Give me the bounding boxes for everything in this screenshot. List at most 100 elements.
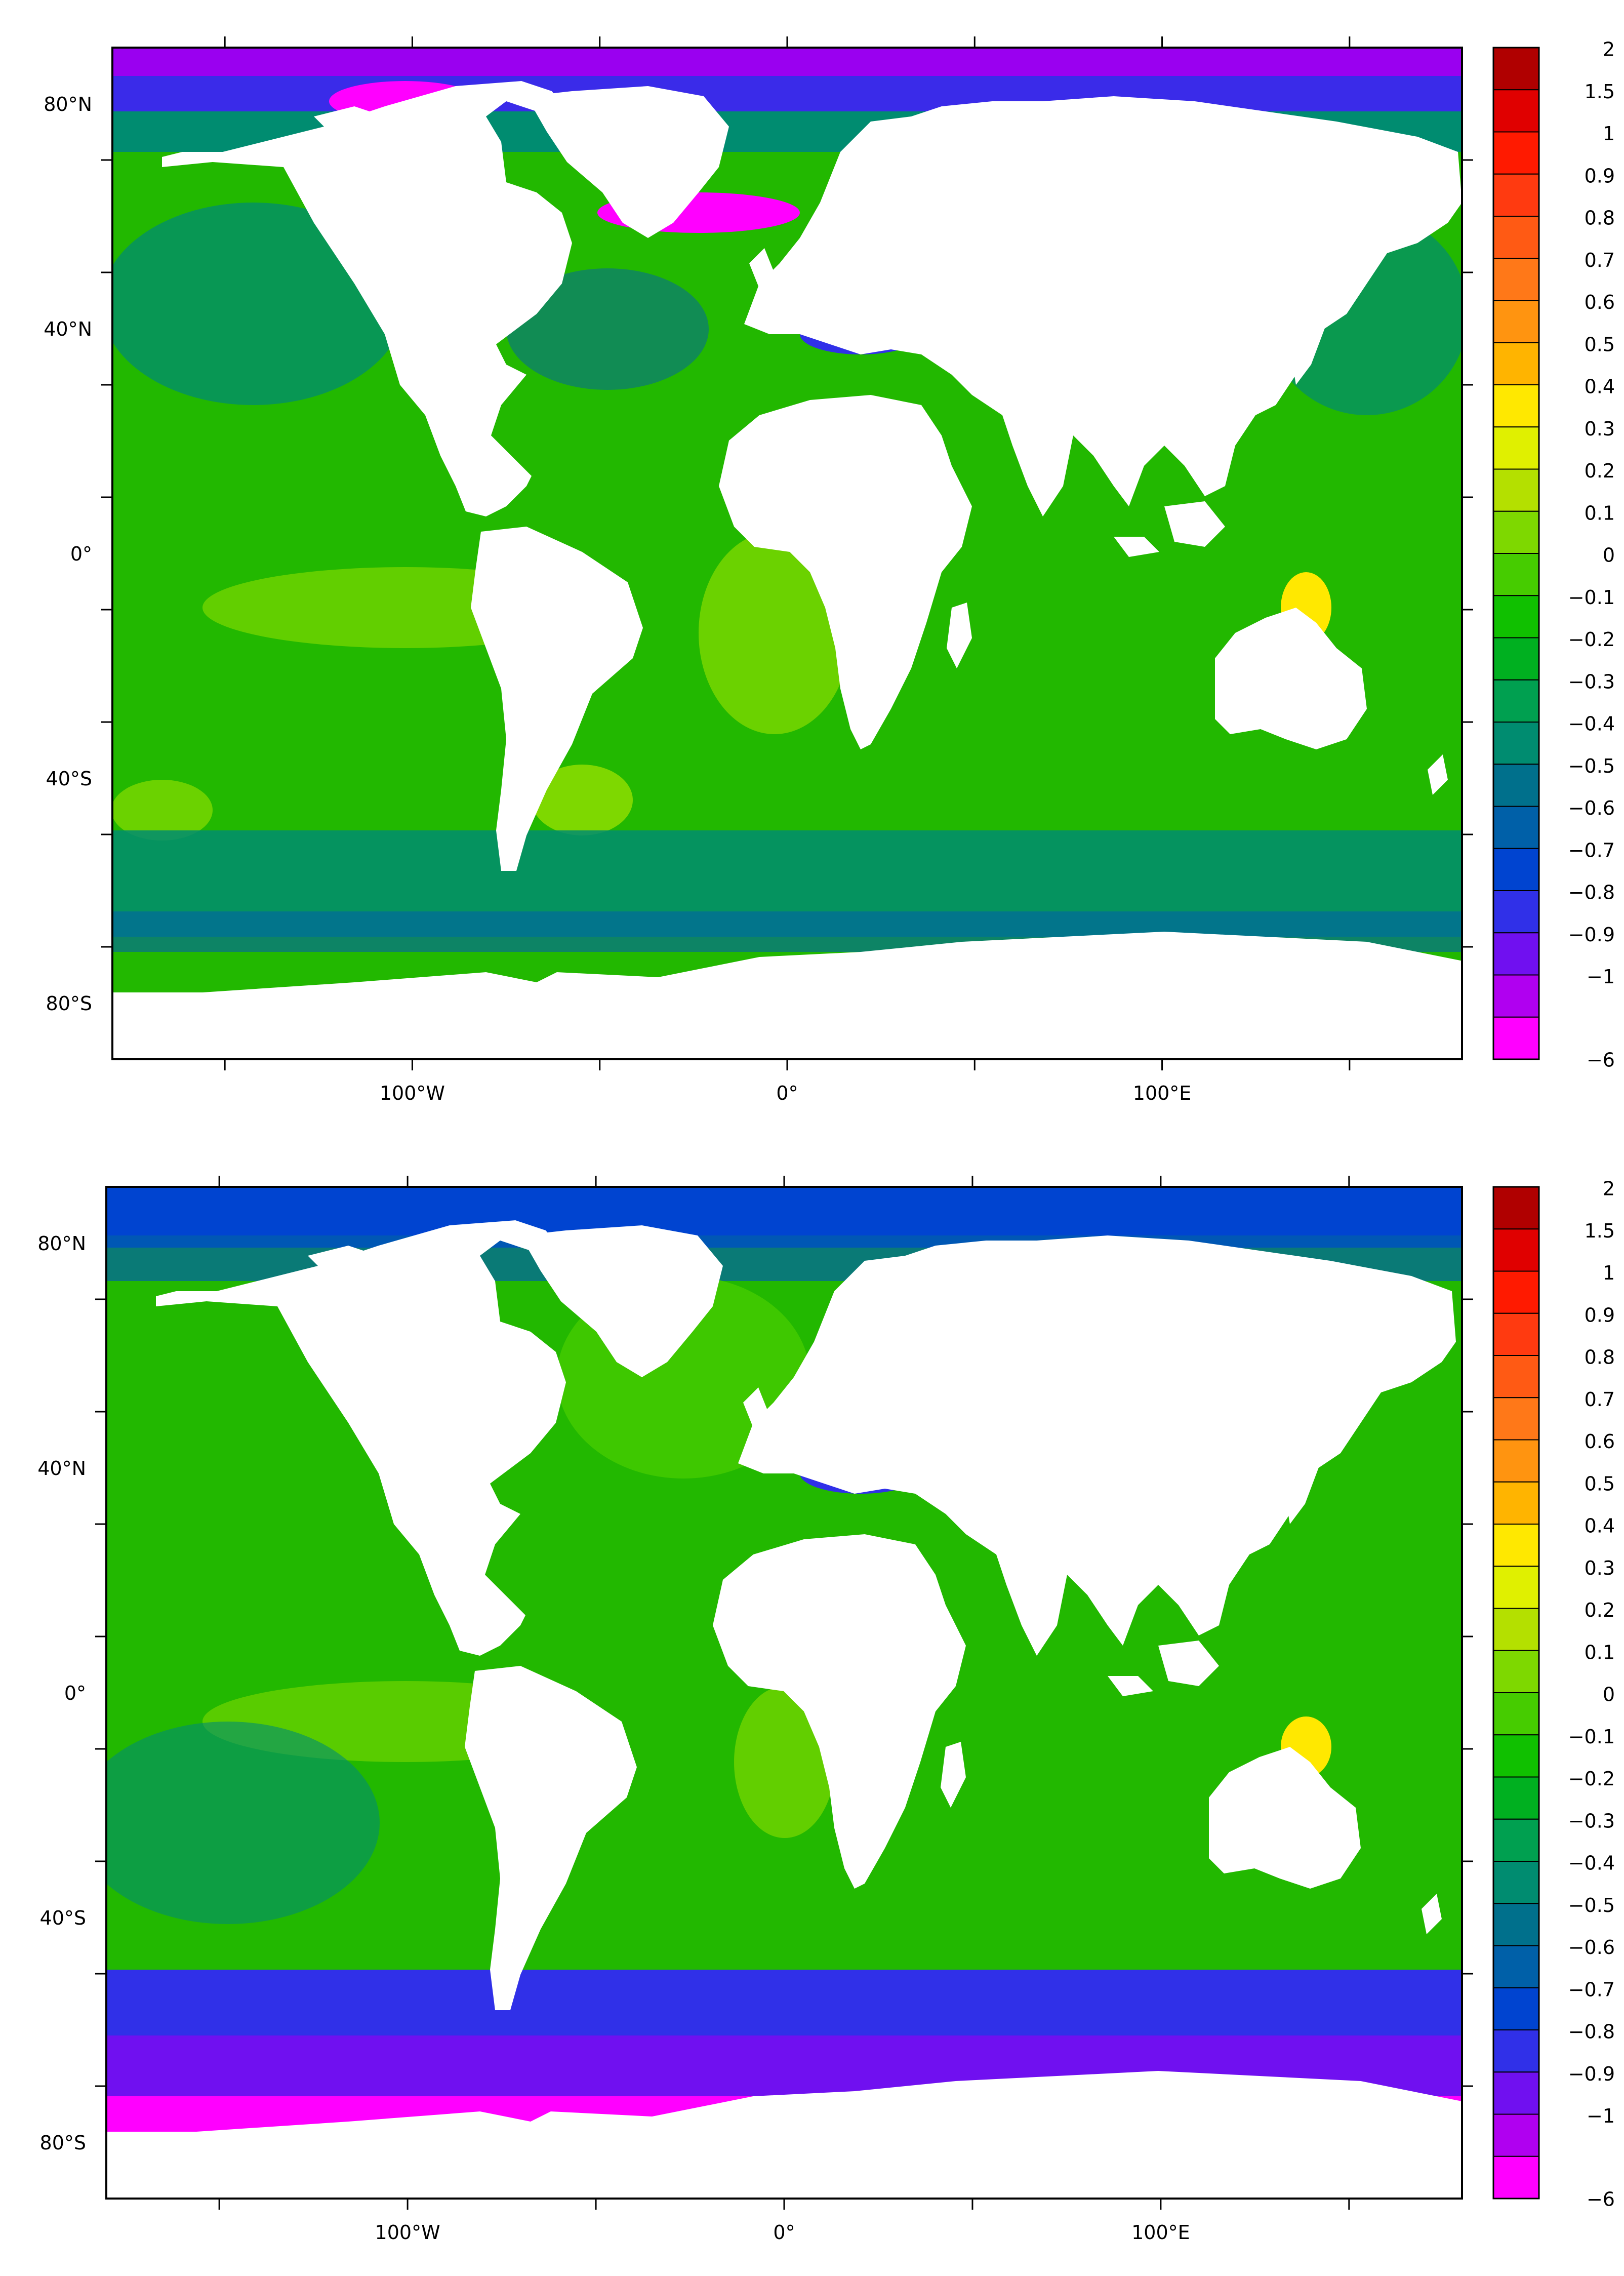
- colorbar-swatch: [1493, 932, 1539, 976]
- lat-label: 40°S: [40, 1907, 86, 1929]
- colorbar-swatch: [1493, 258, 1539, 301]
- colorbar-swatch: [1493, 974, 1539, 1018]
- colorbar-swatch: [1493, 384, 1539, 428]
- colorbar-swatch: [1493, 1734, 1539, 1778]
- colorbar-swatch: [1493, 468, 1539, 512]
- colorbar-label: 2: [1603, 38, 1615, 61]
- colorbar-swatch: [1493, 2071, 1539, 2115]
- colorbar-swatch: [1493, 764, 1539, 807]
- lat-label: 80°N: [37, 1232, 86, 1255]
- colorbar-swatch: [1493, 1861, 1539, 1904]
- colorbar-label: 0.6: [1585, 1430, 1615, 1453]
- lat-label: 40°N: [44, 318, 92, 340]
- colorbar-label: −0.4: [1568, 1852, 1615, 1874]
- lat-label: 0°: [70, 543, 92, 565]
- colorbar-label: 0: [1603, 1684, 1615, 1706]
- colorbar-label: 0.8: [1585, 1346, 1615, 1369]
- colorbar-label: 1.5: [1585, 1220, 1615, 1242]
- colorbar-label: −1: [1587, 966, 1615, 988]
- colorbar-label: −0.6: [1568, 797, 1615, 819]
- colorbar-label: 0.2: [1585, 460, 1615, 482]
- colorbar-swatch: [1493, 1186, 1539, 1230]
- colorbar-swatch: [1493, 2029, 1539, 2073]
- colorbar-label: −0.8: [1568, 2021, 1615, 2043]
- colorbar-top: 2 1.5 1 0.9 0.8 0.7 0.6 0.5 0.4 0.3 0.2 0.1 0 −0.1 −0.…: [1492, 38, 1615, 1071]
- colorbar-swatch: [1493, 1439, 1539, 1483]
- colorbar-label: 1: [1603, 123, 1615, 145]
- lat-label: 80°S: [46, 992, 92, 1015]
- tick-marks-top: [101, 36, 1473, 1070]
- colorbar-label: 0.1: [1585, 1641, 1615, 1663]
- lat-label: 80°S: [40, 2132, 86, 2154]
- colorbar-swatch: [1493, 1987, 1539, 2030]
- colorbar-swatch: [1493, 426, 1539, 470]
- colorbar-swatch: [1493, 553, 1539, 596]
- colorbar-label: −0.2: [1568, 628, 1615, 651]
- colorbar-swatch: [1493, 300, 1539, 343]
- colorbar-label: 0.3: [1585, 1557, 1615, 1579]
- colorbar-swatch: [1493, 1650, 1539, 1693]
- map-field-top: [112, 48, 1462, 1059]
- colorbar-swatch: [1493, 848, 1539, 891]
- colorbar-label: 1: [1603, 1262, 1615, 1284]
- colorbar-label: 0.7: [1585, 1388, 1615, 1411]
- colorbar-label: 0.7: [1585, 249, 1615, 271]
- colorbar-label: 0.1: [1585, 502, 1615, 524]
- map-field-bottom: [106, 1187, 1462, 2199]
- colorbar-swatch: [1493, 722, 1539, 765]
- colorbar-label: 2: [1603, 1178, 1615, 1200]
- colorbar-swatch: [1493, 1608, 1539, 1651]
- lat-label: 0°: [64, 1682, 86, 1704]
- colorbar-swatch: [1493, 47, 1539, 91]
- colorbar-label: 0.4: [1585, 1515, 1615, 1537]
- lon-label: 100°E: [1131, 2221, 1190, 2244]
- colorbar-swatch: [1493, 1566, 1539, 1609]
- lat-label: 80°N: [44, 93, 92, 115]
- colorbar-swatch: [1493, 216, 1539, 259]
- colorbar-swatch: [1493, 595, 1539, 638]
- colorbar-label: −0.9: [1568, 924, 1615, 946]
- colorbar-label: −0.7: [1568, 839, 1615, 861]
- lon-label: 100°W: [380, 1082, 445, 1104]
- colorbar-label: 0.6: [1585, 291, 1615, 313]
- colorbar-swatch: [1493, 637, 1539, 681]
- colorbar-swatch: [1493, 173, 1539, 217]
- lon-labels-bottom: 100°W 0° 100°E: [375, 2221, 1190, 2244]
- colorbar-label: −0.5: [1568, 1894, 1615, 1916]
- colorbar-swatch: [1493, 1397, 1539, 1441]
- colorbar-label: −0.3: [1568, 1810, 1615, 1832]
- lat-label: 40°S: [46, 768, 92, 790]
- colorbar-swatch: [1493, 1945, 1539, 1988]
- lon-labels-top: 100°W 0° 100°E: [380, 1082, 1191, 1104]
- colorbar-label: −0.4: [1568, 713, 1615, 735]
- colorbar-swatch: [1493, 1016, 1539, 1060]
- colorbar-label: −0.8: [1568, 882, 1615, 904]
- colorbar-swatch: [1493, 1270, 1539, 1314]
- colorbar-label: 0.4: [1585, 376, 1615, 398]
- tick-marks-bottom: [95, 1176, 1473, 2210]
- colorbar-label: −0.1: [1568, 1726, 1615, 1748]
- colorbar-label: 0.2: [1585, 1599, 1615, 1621]
- colorbar-label: 0.5: [1585, 1472, 1615, 1495]
- lon-label: 0°: [776, 1082, 798, 1104]
- lat-label: 40°N: [37, 1457, 86, 1480]
- colorbar-label: −6: [1587, 1049, 1615, 1071]
- colorbar-label: −0.1: [1568, 586, 1615, 609]
- colorbar-label: −0.7: [1568, 1978, 1615, 2001]
- colorbar-swatch: [1493, 1481, 1539, 1525]
- lat-labels-top: 80°N 40°N 0° 40°S 80°S: [44, 93, 92, 1015]
- lon-label: 0°: [773, 2221, 795, 2244]
- colorbar-label: −6: [1587, 2188, 1615, 2211]
- colorbar-swatch: [1493, 1524, 1539, 1567]
- map-panel-bottom: 80°N 40°N 0° 40°S 80°S 100°W 0° 100°E: [37, 1176, 1473, 2244]
- colorbar-label: −0.3: [1568, 670, 1615, 693]
- colorbar-swatch: [1493, 510, 1539, 554]
- colorbar-label: 0: [1603, 544, 1615, 567]
- colorbar-label: 0.9: [1585, 1304, 1615, 1326]
- colorbar-label: 1.5: [1585, 81, 1615, 103]
- colorbar-swatch: [1493, 1312, 1539, 1356]
- colorbar-label: −0.9: [1568, 2063, 1615, 2085]
- colorbar-swatch: [1493, 1692, 1539, 1736]
- colorbar-swatch: [1493, 1355, 1539, 1399]
